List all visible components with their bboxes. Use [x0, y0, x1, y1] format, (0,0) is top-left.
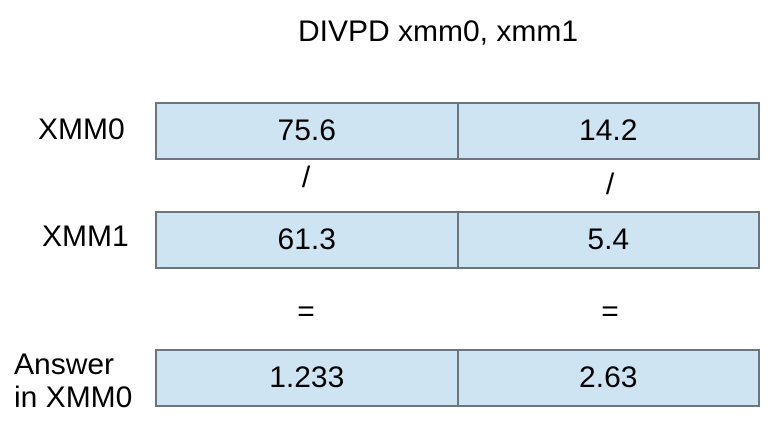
result-label-answer-in-xmm0: Answer in XMM0	[14, 348, 132, 414]
answer-register-row: 1.233 2.63	[155, 349, 760, 407]
xmm0-lane-0: 75.6	[155, 102, 459, 160]
result-label-line-1: Answer	[14, 348, 115, 381]
answer-lane-0: 1.233	[155, 349, 459, 407]
answer-lane-1: 2.63	[458, 349, 760, 407]
register-label-xmm0: XMM0	[38, 113, 125, 146]
divide-operator-lane-0: /	[301, 161, 311, 194]
result-label-line-2: in XMM0	[14, 381, 133, 414]
xmm1-lane-0: 61.3	[155, 211, 459, 269]
xmm1-register-row: 61.3 5.4	[155, 211, 760, 269]
divide-operator-lane-1: /	[605, 168, 615, 201]
diagram-title: DIVPD xmm0, xmm1	[297, 15, 579, 48]
xmm0-register-row: 75.6 14.2	[155, 102, 760, 160]
xmm0-lane-1: 14.2	[458, 102, 760, 160]
equals-operator-lane-0: =	[297, 295, 315, 328]
xmm1-lane-1: 5.4	[458, 211, 760, 269]
register-label-xmm1: XMM1	[42, 220, 129, 253]
equals-operator-lane-1: =	[601, 295, 619, 328]
